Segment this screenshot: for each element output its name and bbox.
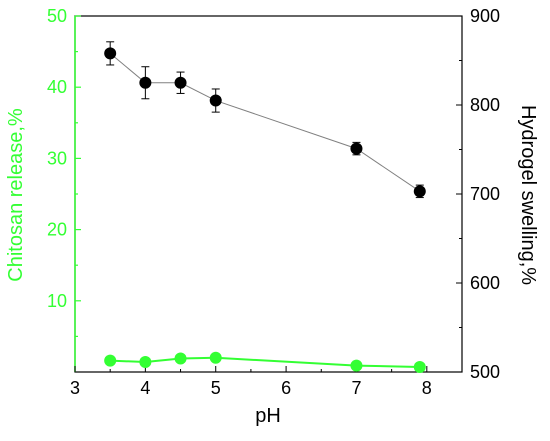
data-point [139,76,152,89]
data-point [413,361,426,374]
x-tick-label: 4 [140,378,150,398]
data-point [350,359,363,372]
right-axis-label: Hydrogel swelling,% [517,105,539,285]
data-point [209,94,222,107]
series-line-2 [109,52,421,192]
data-point [104,47,117,60]
data-point [174,76,187,89]
data-point [174,352,187,365]
x-tick-label: 8 [422,378,432,398]
data-point [413,185,426,198]
left-tick-label: 10 [47,291,67,311]
data-point [209,351,222,364]
right-tick-label: 500 [470,362,500,382]
left-tick-label: 30 [47,148,67,168]
series-line-1 [110,356,420,369]
right-tick-label: 900 [470,6,500,26]
x-axis-label: pH [255,405,281,427]
left-tick-label: 40 [47,77,67,97]
data-point [139,356,152,369]
data-point [104,354,117,367]
right-tick-label: 600 [470,273,500,293]
left-axis-label: Chitosan release,% [5,108,27,282]
left-tick-label: 50 [47,6,67,26]
plot-frame [74,15,463,373]
right-tick-label: 700 [470,184,500,204]
x-tick-label: 5 [211,378,221,398]
x-tick-label: 3 [70,378,80,398]
x-tick-label: 7 [351,378,361,398]
right-tick-label: 800 [470,95,500,115]
x-tick-label: 6 [281,378,291,398]
left-tick-label: 20 [47,220,67,240]
data-point [350,142,363,155]
